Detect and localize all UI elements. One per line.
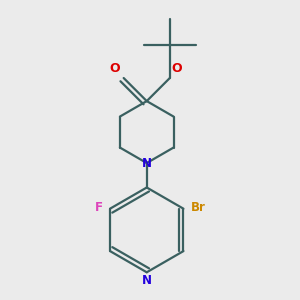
Text: N: N	[142, 274, 152, 287]
Text: Br: Br	[190, 201, 206, 214]
Text: F: F	[95, 201, 103, 214]
Text: O: O	[172, 62, 182, 75]
Text: N: N	[142, 157, 152, 169]
Text: O: O	[110, 62, 120, 75]
